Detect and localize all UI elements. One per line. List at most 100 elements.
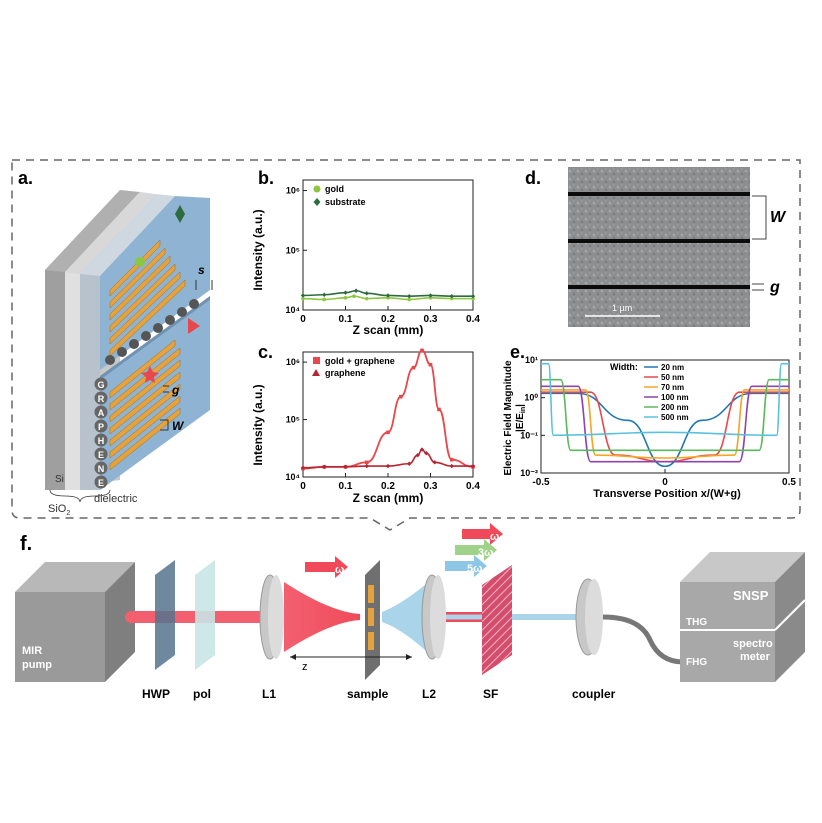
y-tick-label: 10¹ <box>525 355 538 365</box>
fhg-label: FHG <box>686 657 707 668</box>
series-point-1 <box>449 463 454 469</box>
series-point-0 <box>411 365 416 370</box>
series-point-1 <box>300 465 306 470</box>
y-tick-label: 10⁻² <box>520 468 538 478</box>
series-line-1 <box>302 289 473 298</box>
x-tick-label: 0.4 <box>466 481 480 492</box>
series-point-1 <box>449 294 454 299</box>
hwp-plate <box>155 560 175 670</box>
chart-e-legend: Width: 20 nm 50 nm 70 nm 100 nm 200 nm 5… <box>610 362 689 422</box>
dashed-frame <box>11 159 801 531</box>
legend-graphene-marker <box>312 369 320 376</box>
sem-image: 1 µm W g <box>568 167 787 327</box>
g-label: g <box>171 383 180 397</box>
series-point-0 <box>301 296 305 301</box>
chart-e-ylabel-sub: in <box>520 407 527 413</box>
series-line-3 <box>541 385 789 463</box>
detector-front <box>680 582 775 682</box>
mir-label: MIR <box>22 645 42 657</box>
pump-top <box>15 562 135 592</box>
panel-d-label: d. <box>525 168 541 188</box>
graphene-beads <box>105 299 199 365</box>
y-tick-label: 10⁰ <box>524 393 538 403</box>
si-layer-side <box>45 270 65 490</box>
legend-100nm: 100 nm <box>661 393 689 402</box>
sio2-label: SiO2 <box>48 503 70 517</box>
detector-divider-side <box>774 599 806 631</box>
sio2-top <box>65 192 155 274</box>
w-label: W <box>172 419 185 433</box>
chart-b-xlabel: Z scan (mm) <box>353 323 424 337</box>
gold-graphene-marker-icon <box>141 366 159 383</box>
legend-substrate-marker <box>313 198 321 206</box>
legend-gold-marker <box>313 185 321 193</box>
sem-gap-line <box>568 285 750 289</box>
x-tick-label: 0 <box>300 481 306 492</box>
series-point-1 <box>353 288 359 293</box>
s-bracket <box>195 280 213 290</box>
pump-front <box>15 592 105 682</box>
graphene-letter: H <box>98 436 105 446</box>
series-point-0 <box>449 457 454 462</box>
w-bracket <box>160 419 169 431</box>
coupler-face <box>585 579 603 655</box>
chart-b-legend: gold substrate <box>313 184 366 207</box>
fiber-cable <box>602 614 684 665</box>
series-point-0 <box>386 296 390 300</box>
omega5-label: 5ω <box>467 563 482 575</box>
legend-500nm: 500 nm <box>661 413 689 422</box>
dielectric-side <box>80 274 100 490</box>
legend-20nm: 20 nm <box>661 363 684 372</box>
w-bracket-d <box>752 195 767 240</box>
panel-a-label: a. <box>18 168 33 188</box>
graphene-letter: G <box>97 380 104 390</box>
detector-top <box>680 552 805 582</box>
z-label: z <box>302 661 308 673</box>
series-point-0 <box>352 294 356 299</box>
series-point-1 <box>385 463 391 469</box>
chart-e-ylabel-2-main: |E/E <box>515 413 526 432</box>
series-point-0 <box>398 394 403 399</box>
chart-b-ylabel: Intensity (a.u.) <box>251 209 265 290</box>
output-beam <box>512 614 584 620</box>
chart-e: -0.5 0 0.5 10⁻² 10⁻¹ 10⁰ 10¹ <box>520 355 796 488</box>
sem-gap-line <box>568 192 750 196</box>
series-point-1 <box>428 293 433 298</box>
setup-diagram: MIR pump HWP pol L1 ω sample z <box>15 523 806 701</box>
series-point-0 <box>407 297 412 302</box>
graphene-letter: E <box>98 450 104 460</box>
hwp-label: HWP <box>142 687 170 701</box>
x-tick-label: 0.3 <box>424 314 438 325</box>
x-tick-label: -0.5 <box>532 477 550 488</box>
legend-graphene: graphene <box>325 368 366 378</box>
g-bracket-d <box>752 283 764 291</box>
series-point-0 <box>322 297 327 302</box>
series-point-0 <box>364 460 369 465</box>
graphene-letter: P <box>98 422 104 432</box>
panel-e-label: e. <box>510 342 525 362</box>
x-tick-label: 0.1 <box>339 481 353 492</box>
dielectric-top <box>80 194 175 276</box>
gap-edge <box>100 296 210 380</box>
omega3-label: 3ω <box>478 547 493 559</box>
y-tick-label: 10⁶ <box>286 186 300 196</box>
substrate-marker-icon <box>175 205 185 223</box>
sem-background <box>568 167 750 327</box>
series-point-1 <box>407 294 412 299</box>
l2-label: L2 <box>422 687 436 701</box>
series-point-1 <box>424 450 429 456</box>
series-point-1 <box>364 463 369 469</box>
omega-label: ω <box>335 564 344 576</box>
coupler-label: coupler <box>572 687 616 701</box>
graphene-letter: R <box>98 394 105 404</box>
sio2-text: SiO <box>48 503 67 515</box>
graphene-letters: G R A P H E N E <box>94 377 108 489</box>
x-tick-label: 0.1 <box>339 314 353 325</box>
pol-label: pol <box>193 687 211 701</box>
sample-label: sample <box>347 687 389 701</box>
sem-gap-line <box>568 239 750 243</box>
legend-gold-graphene: gold + graphene <box>325 356 395 366</box>
x-tick-label: 0 <box>662 477 668 488</box>
y-tick-label: 10⁴ <box>286 472 300 482</box>
